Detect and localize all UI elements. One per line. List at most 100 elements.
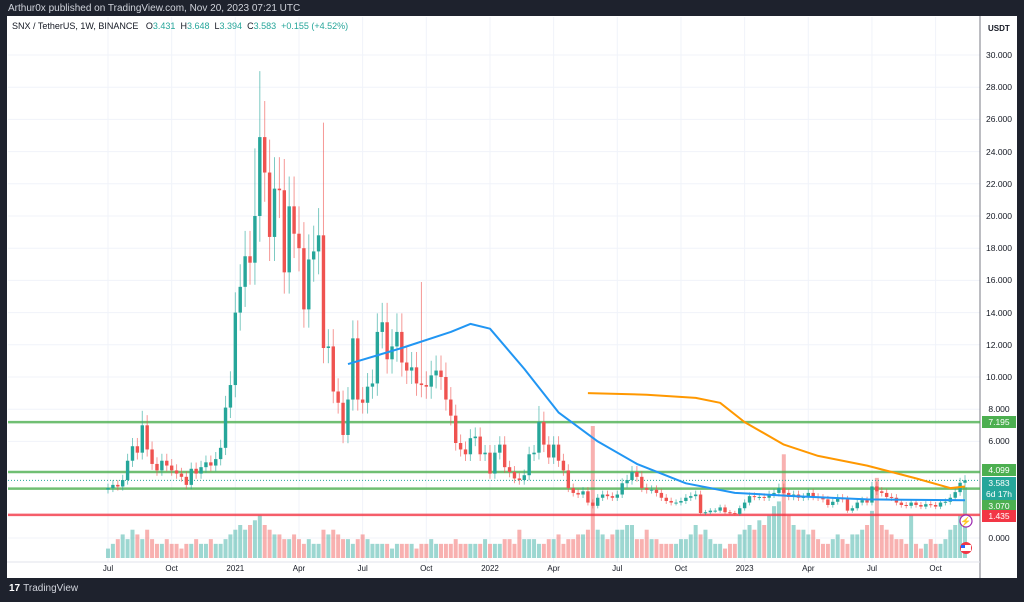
time-tick-label: Apr bbox=[547, 564, 560, 573]
candle-body bbox=[194, 468, 198, 474]
volume-bar bbox=[747, 525, 752, 558]
candle-body bbox=[336, 391, 340, 403]
volume-bar bbox=[923, 543, 928, 558]
time-tick-label: Jul bbox=[612, 564, 622, 573]
volume-bar bbox=[527, 539, 532, 558]
volume-bar bbox=[610, 534, 615, 558]
volume-bar bbox=[336, 534, 341, 558]
volume-bar bbox=[581, 534, 586, 558]
candle-body bbox=[747, 496, 752, 503]
tradingview-logo[interactable]: 17 TradingView bbox=[9, 583, 79, 594]
volume-bar bbox=[213, 543, 218, 558]
volume-bar bbox=[316, 543, 321, 558]
price-tick-label: 20.000 bbox=[986, 211, 1012, 221]
candle-body bbox=[953, 492, 957, 498]
candle-body bbox=[160, 460, 164, 471]
volume-bar bbox=[184, 543, 189, 558]
candle-body bbox=[669, 500, 673, 503]
volume-bar bbox=[904, 543, 909, 558]
candle-body bbox=[870, 486, 874, 503]
candle-body bbox=[767, 494, 771, 498]
volume-bar bbox=[331, 529, 336, 558]
volume-bar bbox=[762, 525, 767, 558]
candle-body bbox=[424, 385, 429, 387]
candle-body bbox=[258, 137, 262, 216]
candle-body bbox=[684, 497, 688, 501]
candle-body bbox=[502, 444, 507, 468]
candle-body bbox=[184, 476, 189, 485]
volume-bar bbox=[796, 529, 801, 558]
volume-bar bbox=[174, 543, 179, 558]
candle-body bbox=[478, 436, 482, 455]
time-tick-label: Jul bbox=[867, 564, 877, 573]
volume-bar bbox=[693, 525, 698, 558]
volume-bar bbox=[585, 529, 590, 558]
candle-body bbox=[282, 190, 286, 273]
price-tick-label: 8.000 bbox=[988, 404, 1010, 415]
candle-body bbox=[326, 346, 331, 349]
candle-body bbox=[547, 444, 551, 458]
candle-body bbox=[605, 494, 610, 497]
candle-body bbox=[571, 488, 575, 493]
volume-bar bbox=[860, 529, 865, 558]
volume-bar bbox=[458, 543, 463, 558]
volume-bar bbox=[502, 539, 507, 558]
candle-body bbox=[272, 188, 277, 237]
volume-bar bbox=[380, 543, 385, 558]
volume-bar bbox=[292, 534, 297, 558]
volume-bar bbox=[615, 529, 620, 558]
volume-bar bbox=[874, 477, 879, 558]
candle-body bbox=[512, 471, 517, 479]
volume-bar bbox=[683, 539, 688, 558]
lightning-icon-glyph: ⚡ bbox=[960, 516, 971, 528]
volume-bar bbox=[385, 543, 390, 558]
volume-bar bbox=[203, 543, 208, 558]
chart-frame[interactable] bbox=[7, 16, 1017, 578]
candle-body bbox=[938, 502, 943, 507]
volume-bar bbox=[723, 548, 728, 558]
volume-bar bbox=[492, 543, 497, 558]
volume-bar bbox=[786, 515, 791, 558]
volume-bar bbox=[267, 529, 272, 558]
volume-bar bbox=[120, 534, 125, 558]
volume-bar bbox=[350, 543, 355, 558]
volume-bar bbox=[894, 539, 899, 558]
candle-body bbox=[463, 449, 468, 455]
candle-body bbox=[165, 460, 169, 466]
candle-body bbox=[630, 471, 634, 481]
candle-body bbox=[884, 492, 889, 497]
volume-bar bbox=[806, 534, 811, 558]
volume-bar bbox=[463, 543, 468, 558]
volume-bar bbox=[791, 525, 796, 558]
volume-bar bbox=[296, 539, 301, 558]
candle-body bbox=[419, 383, 424, 386]
candle-body bbox=[351, 338, 355, 400]
candle-body bbox=[831, 501, 835, 505]
candle-body bbox=[321, 235, 326, 349]
level-price-label: 7.195 bbox=[982, 416, 1016, 428]
candle-body bbox=[297, 233, 301, 249]
candle-body bbox=[640, 476, 644, 489]
candle-body bbox=[346, 399, 350, 435]
candle-body bbox=[772, 492, 776, 495]
candle-body bbox=[434, 370, 438, 376]
volume-bar bbox=[914, 543, 919, 558]
price-tick-label: 28.000 bbox=[986, 82, 1012, 93]
volume-bar bbox=[517, 529, 522, 558]
volume-bar bbox=[189, 543, 194, 558]
candle-body bbox=[228, 385, 233, 408]
candle-body bbox=[728, 512, 732, 514]
candle-body bbox=[537, 422, 541, 453]
candle-body bbox=[111, 484, 115, 489]
candle-body bbox=[106, 488, 110, 490]
candle-body bbox=[693, 494, 698, 497]
volume-bar bbox=[928, 539, 933, 558]
volume-bar bbox=[556, 534, 561, 558]
candle-body bbox=[777, 488, 781, 493]
candle-body bbox=[488, 452, 492, 474]
us-flag-icon-stripes bbox=[961, 545, 971, 551]
candle-body bbox=[924, 504, 928, 507]
price-tick-label: 0.000 bbox=[988, 533, 1010, 543]
candle-body bbox=[635, 471, 639, 477]
